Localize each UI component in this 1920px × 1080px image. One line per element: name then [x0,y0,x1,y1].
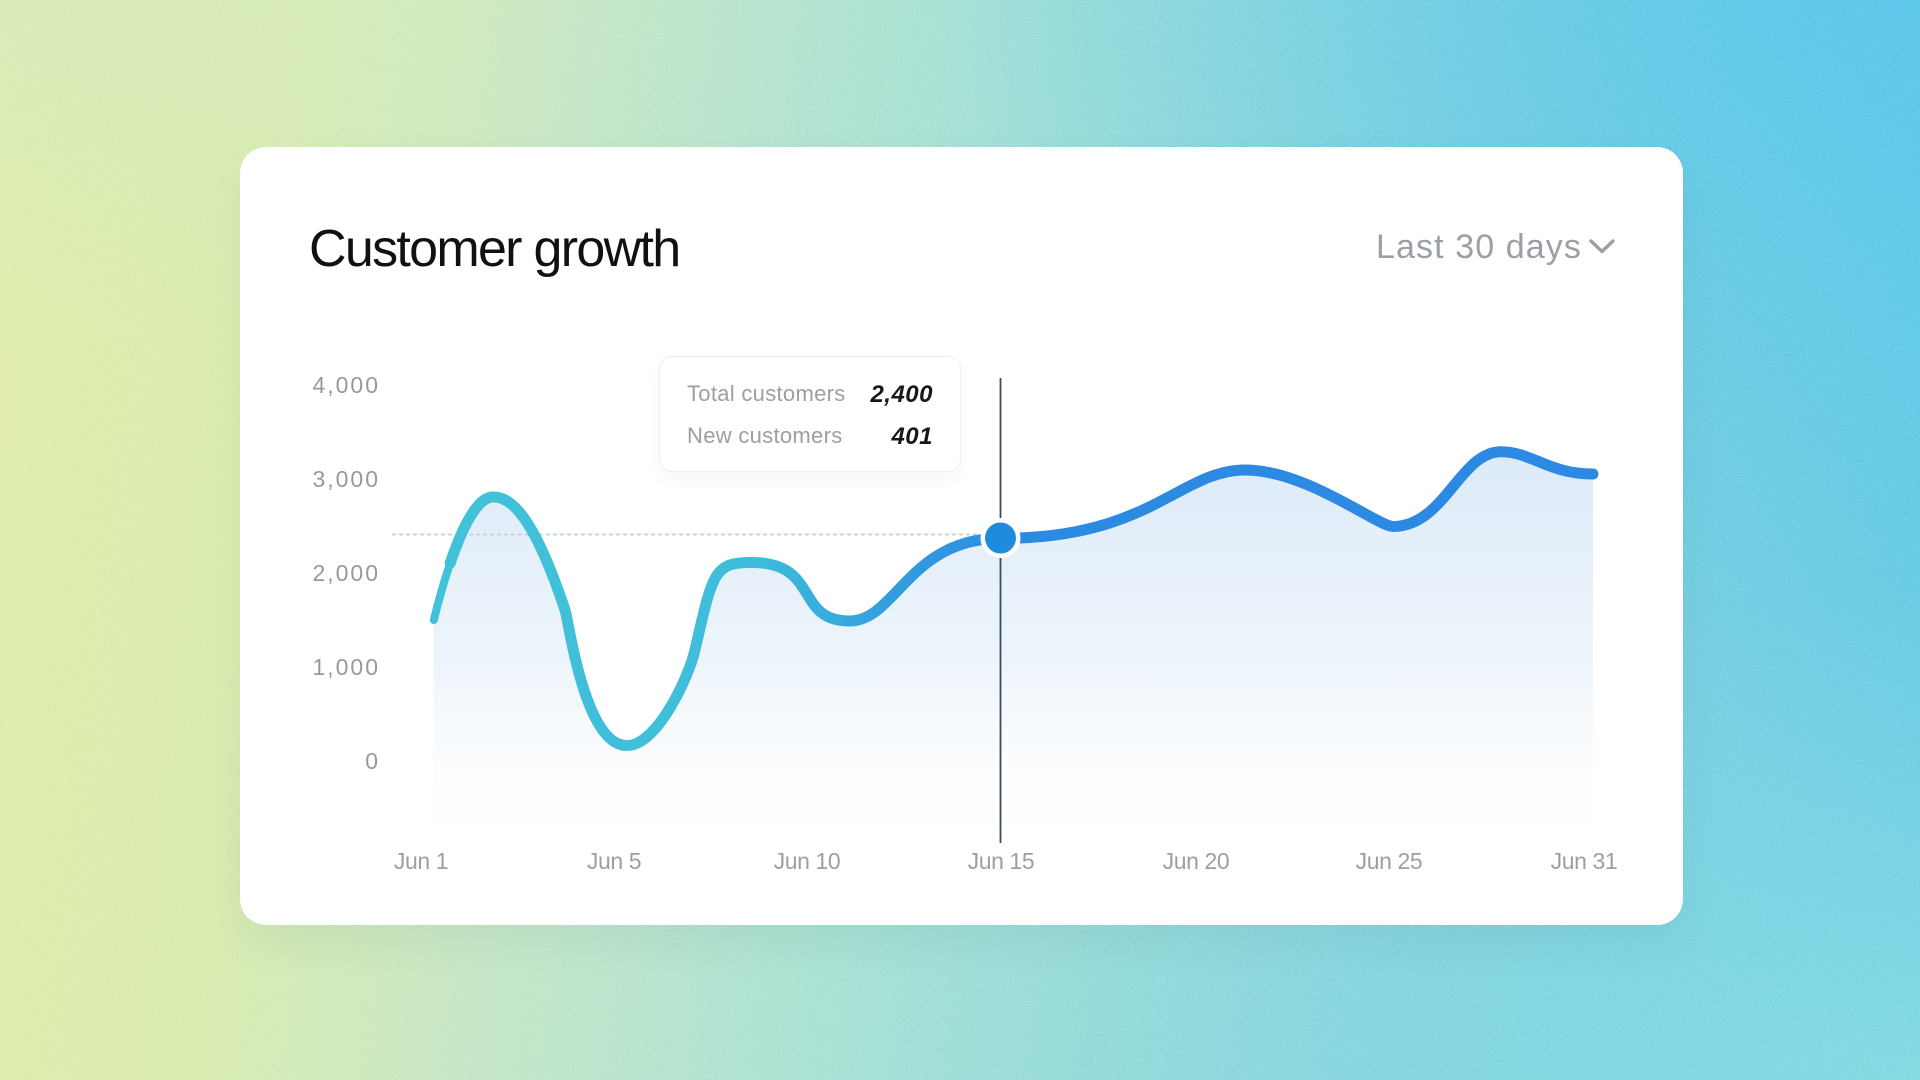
svg-text:4,000: 4,000 [312,372,380,398]
svg-text:Jun 15: Jun 15 [968,848,1035,874]
svg-text:Jun 31: Jun 31 [1551,848,1618,874]
svg-text:Jun 25: Jun 25 [1356,848,1423,874]
svg-text:2,000: 2,000 [312,560,380,586]
svg-text:Jun 5: Jun 5 [587,848,641,874]
svg-text:Jun 10: Jun 10 [774,848,841,874]
svg-text:1,000: 1,000 [312,654,380,680]
svg-text:3,000: 3,000 [312,466,380,492]
svg-text:Jun 20: Jun 20 [1163,848,1230,874]
svg-text:0: 0 [365,748,380,774]
svg-text:Jun 1: Jun 1 [394,848,448,874]
